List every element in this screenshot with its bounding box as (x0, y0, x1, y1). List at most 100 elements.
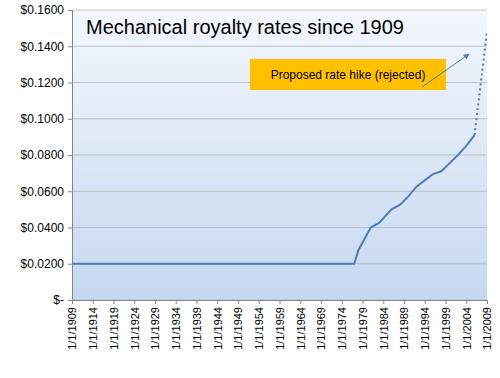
x-tick-mark (404, 300, 405, 304)
plot-background (72, 10, 487, 300)
x-tick: 1/1/1949 (232, 300, 244, 350)
y-tick: $0.0600 (21, 185, 72, 199)
x-tick: 1/1/1929 (149, 300, 161, 350)
y-tick-label: $0.1000 (21, 112, 65, 126)
x-tick: 1/1/2004 (461, 300, 473, 350)
grid-line (72, 46, 487, 47)
x-tick-label: 1/1/1949 (232, 307, 244, 350)
annotation: Proposed rate hike (rejected) (250, 54, 469, 90)
x-tick-label: 1/1/1959 (274, 307, 286, 350)
y-axis-line (68, 11, 73, 301)
y-tick-mark (68, 155, 72, 156)
y-tick-label: $0.1600 (21, 3, 65, 17)
x-tick-mark (238, 300, 239, 304)
x-tick-label: 1/1/1984 (378, 307, 390, 350)
x-tick-label: 1/1/1944 (212, 307, 224, 350)
y-tick: $0.0200 (21, 257, 72, 271)
y-tick-label: $- (53, 293, 64, 307)
x-tick: 1/1/1989 (398, 300, 410, 350)
series-line (475, 32, 487, 135)
y-tick-label: $0.0200 (21, 257, 65, 271)
x-tick: 1/1/1939 (191, 300, 203, 350)
x-tick-mark (72, 300, 73, 304)
y-tick: $0.1400 (21, 40, 72, 54)
y-axis: $- $0.0200 $0.0400 $0.0600 $0.0800 $0.1000 $0.… (21, 3, 73, 307)
x-tick: 1/1/1954 (253, 300, 265, 350)
x-tick-mark (155, 300, 156, 304)
y-tick-label: $0.0400 (21, 221, 65, 235)
y-tick-mark (68, 10, 72, 11)
y-tick-mark (68, 264, 72, 265)
x-tick-label: 1/1/1934 (170, 307, 182, 350)
x-tick-label: 1/1/1999 (440, 307, 452, 350)
y-tick: $0.1600 (21, 3, 72, 17)
grid-line (72, 118, 487, 119)
x-tick-label: 1/1/1929 (149, 307, 161, 350)
y-tick-label: $0.0600 (21, 185, 65, 199)
x-tick: 1/1/1979 (357, 300, 369, 350)
annotation-text: Proposed rate hike (rejected) (271, 68, 426, 82)
chart: $- $0.0200 $0.0400 $0.0600 $0.0800 $0.1000 $0.… (0, 0, 500, 378)
annotation-box (250, 59, 446, 90)
x-tick: 1/1/1944 (212, 300, 224, 350)
grid-line (72, 155, 487, 156)
x-tick: 1/1/1999 (440, 300, 452, 350)
x-tick: 1/1/1994 (419, 300, 431, 350)
x-tick-mark (425, 300, 426, 304)
x-tick: 1/1/1964 (295, 300, 307, 350)
x-tick-label: 1/1/1914 (87, 307, 99, 350)
y-tick-label: $0.1400 (21, 40, 65, 54)
x-tick: 1/1/1909 (66, 300, 78, 350)
grid-line (72, 10, 487, 11)
grid-line (72, 227, 487, 228)
x-tick-mark (134, 300, 135, 304)
x-axis: 1/1/1909 1/1/1914 1/1/1919 1/1/1924 1/1/1929… (66, 300, 493, 350)
x-tick-label: 1/1/1909 (66, 307, 78, 350)
x-tick-mark (383, 300, 384, 304)
x-tick-mark (342, 300, 343, 304)
y-tick-mark (68, 191, 72, 192)
x-tick-label: 1/1/1979 (357, 307, 369, 350)
y-tick: $0.0800 (21, 148, 72, 162)
x-tick-mark (280, 300, 281, 304)
x-tick: 1/1/1959 (274, 300, 286, 350)
title: Mechanical royalty rates since 1909 (86, 16, 404, 38)
x-tick-mark (446, 300, 447, 304)
x-tick-label: 1/1/1954 (253, 307, 265, 350)
x-tick-mark (217, 300, 218, 304)
plot: $- $0.0200 $0.0400 $0.0600 $0.0800 $0.1000 $0.… (21, 3, 494, 349)
x-tick-label: 1/1/1969 (315, 307, 327, 350)
x-tick-mark (93, 300, 94, 304)
y-tick-mark (68, 83, 72, 84)
x-tick: 1/1/1934 (170, 300, 182, 350)
x-tick-mark (176, 300, 177, 304)
x-tick: 1/1/1919 (108, 300, 120, 350)
x-tick: 1/1/1969 (315, 300, 327, 350)
x-tick-label: 1/1/1939 (191, 307, 203, 350)
x-tick-label: 1/1/1924 (129, 307, 141, 350)
y-tick: $0.1000 (21, 112, 72, 126)
y-tick-mark (68, 46, 72, 47)
y-tick: $0.1200 (21, 76, 72, 90)
x-tick-label: 1/1/1994 (419, 307, 431, 350)
x-tick: 1/1/1924 (129, 300, 141, 350)
series-line (72, 135, 475, 264)
x-tick-mark (466, 300, 467, 304)
y-tick-mark (68, 119, 72, 120)
grid (72, 10, 487, 300)
y-tick: $0.0400 (21, 221, 72, 235)
x-tick-label: 1/1/1919 (108, 307, 120, 350)
x-tick: 1/1/1914 (87, 300, 99, 350)
x-tick: 1/1/1984 (378, 300, 390, 350)
y-tick-mark (68, 300, 72, 301)
x-tick: 1/1/1974 (336, 300, 348, 350)
annotation-arrow (422, 54, 469, 87)
x-tick-label: 1/1/1974 (336, 307, 348, 350)
x-tick-mark (114, 300, 115, 304)
x-tick-label: 1/1/1989 (398, 307, 410, 350)
x-tick-mark (363, 300, 364, 304)
x-tick: 1/1/2009 (481, 300, 493, 350)
y-tick: $- (53, 293, 72, 307)
x-axis-line (73, 301, 488, 305)
y-tick-label: $0.1200 (21, 76, 65, 90)
